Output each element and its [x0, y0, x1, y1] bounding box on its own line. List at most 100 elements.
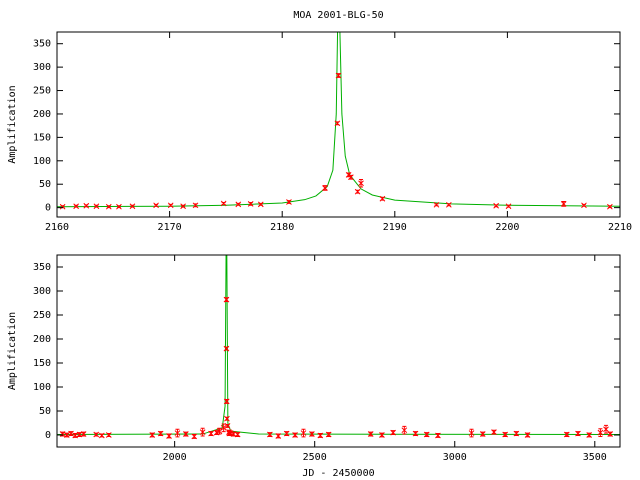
data-point	[93, 431, 100, 438]
data-point	[80, 431, 87, 437]
data-point	[223, 345, 230, 352]
data-point	[72, 432, 79, 439]
data-point	[235, 201, 242, 208]
data-point	[83, 202, 90, 209]
data-point	[182, 431, 189, 437]
plot-frame	[56, 254, 621, 448]
data-point	[309, 431, 315, 437]
data-point	[468, 430, 475, 436]
data-point	[423, 431, 430, 438]
x-tick-label: 2180	[270, 222, 294, 233]
x-tick-label: 2000	[163, 452, 187, 463]
data-point	[93, 203, 100, 210]
data-point	[98, 432, 105, 439]
data-point	[603, 426, 609, 433]
data-point	[192, 202, 199, 209]
data-point	[105, 432, 112, 438]
x-tick-label: 2160	[45, 222, 69, 233]
data-point	[223, 398, 230, 405]
data-point	[157, 430, 164, 437]
y-tick-label: 300	[33, 62, 51, 73]
data-point	[234, 431, 241, 438]
data-point	[379, 195, 386, 202]
data-point	[283, 430, 290, 437]
data-point	[586, 432, 593, 438]
data-point	[390, 429, 396, 436]
x-tick-label: 2190	[383, 222, 407, 233]
x-tick-label: 2210	[608, 222, 632, 233]
data-point	[220, 200, 227, 207]
data-point	[149, 432, 156, 438]
data-point	[348, 174, 354, 181]
data-point	[59, 431, 66, 437]
data-point	[247, 201, 254, 207]
data-point	[191, 433, 198, 440]
data-point	[597, 429, 604, 436]
data-point	[435, 432, 441, 439]
data-point	[223, 296, 230, 303]
data-point	[216, 428, 223, 435]
x-tick-label: 3000	[443, 452, 467, 463]
data-point	[575, 430, 581, 437]
data-point	[325, 431, 332, 438]
data-point	[300, 430, 307, 436]
data-point	[354, 188, 361, 195]
y-axis-label: Amplification	[7, 312, 18, 390]
y-tick-label: 100	[33, 156, 51, 167]
data-point	[493, 202, 499, 209]
data-point	[116, 203, 122, 210]
data-point	[275, 433, 282, 439]
data-point	[322, 185, 328, 191]
data-point	[180, 203, 186, 210]
data-point	[335, 72, 342, 79]
data-point	[63, 432, 70, 438]
data-point	[199, 429, 206, 435]
data-point	[317, 432, 324, 439]
plot-frame	[56, 31, 621, 218]
data-point	[208, 430, 214, 437]
y-tick-label: 200	[33, 109, 51, 120]
data-point	[505, 203, 512, 210]
data-point	[524, 432, 531, 438]
data-point	[167, 202, 174, 209]
data-point	[286, 199, 292, 205]
data-point	[292, 432, 298, 438]
y-axis-label: Amplification	[7, 85, 18, 163]
data-point	[433, 201, 440, 208]
data-point	[581, 202, 587, 209]
data-point	[68, 430, 74, 437]
data-point	[59, 203, 66, 210]
model-curve	[57, 32, 620, 208]
model-curve	[57, 255, 620, 436]
data-point	[401, 427, 408, 434]
x-tick-label: 2500	[303, 452, 327, 463]
data-point	[105, 203, 112, 210]
data-point	[174, 430, 181, 436]
x-axis-label: JD - 2450000	[302, 468, 374, 479]
data-point	[513, 430, 520, 437]
y-tick-label: 250	[33, 86, 51, 97]
data-point	[379, 432, 385, 438]
data-point	[257, 201, 264, 208]
data-point	[166, 433, 172, 439]
data-point	[224, 415, 230, 422]
data-point	[358, 180, 364, 187]
data-point	[479, 431, 486, 437]
chart-title: MOA 2001-BLG-50	[293, 10, 383, 21]
x-tick-label: 3500	[583, 452, 607, 463]
data-point	[563, 431, 570, 438]
data-point	[153, 202, 159, 209]
y-tick-label: 50	[39, 179, 51, 190]
data-point	[607, 203, 613, 210]
y-tick-label: 250	[33, 310, 51, 321]
y-tick-label: 150	[33, 358, 51, 369]
y-tick-label: 150	[33, 132, 51, 143]
y-tick-label: 50	[39, 406, 51, 417]
y-tick-label: 350	[33, 39, 51, 50]
y-tick-label: 200	[33, 334, 51, 345]
x-tick-label: 2170	[158, 222, 182, 233]
data-point	[491, 429, 497, 435]
y-tick-label: 100	[33, 382, 51, 393]
data-point	[607, 431, 614, 437]
